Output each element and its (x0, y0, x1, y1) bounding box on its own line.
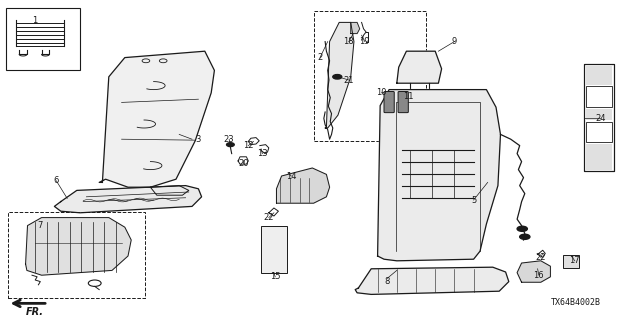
Text: 6: 6 (54, 176, 59, 185)
FancyBboxPatch shape (384, 92, 394, 113)
Text: 18: 18 (344, 37, 354, 46)
Circle shape (520, 234, 530, 239)
Circle shape (333, 75, 342, 79)
Text: 22: 22 (264, 213, 274, 222)
Text: 21: 21 (344, 76, 354, 84)
Polygon shape (351, 22, 360, 34)
Bar (314, 11, 426, 141)
Text: 12: 12 (243, 141, 253, 150)
Bar (586, 86, 612, 107)
Circle shape (227, 143, 234, 147)
Polygon shape (54, 186, 202, 213)
Text: 24: 24 (595, 114, 605, 123)
Text: 9: 9 (452, 37, 457, 46)
Text: 8: 8 (385, 277, 390, 286)
Text: 10: 10 (376, 88, 387, 97)
Text: 15: 15 (270, 272, 280, 281)
Text: 16: 16 (534, 271, 544, 280)
Text: 23: 23 (224, 135, 234, 144)
Polygon shape (397, 51, 442, 83)
Text: 14: 14 (286, 172, 296, 180)
Bar (586, 122, 612, 142)
Text: 13: 13 (257, 149, 268, 158)
Polygon shape (99, 51, 214, 187)
Bar (8, 212, 145, 298)
Bar (261, 226, 287, 273)
Polygon shape (355, 267, 509, 294)
Polygon shape (26, 218, 131, 275)
Text: 5: 5 (471, 196, 476, 204)
Text: 11: 11 (403, 92, 413, 100)
Bar (586, 144, 612, 170)
Text: 7: 7 (38, 221, 43, 230)
Bar (563, 255, 579, 268)
Text: 1: 1 (33, 16, 38, 25)
Circle shape (517, 226, 527, 231)
Text: 22: 22 (536, 253, 546, 262)
Text: 2: 2 (317, 53, 323, 62)
Polygon shape (517, 261, 550, 282)
Bar (584, 64, 614, 171)
Text: 17: 17 (570, 256, 580, 265)
Polygon shape (378, 90, 500, 261)
Text: 3: 3 (196, 135, 201, 144)
Bar (586, 109, 612, 120)
Polygon shape (325, 22, 354, 128)
Polygon shape (276, 168, 330, 203)
Text: FR.: FR. (26, 307, 44, 316)
FancyBboxPatch shape (398, 92, 408, 113)
Polygon shape (150, 186, 189, 195)
Text: TX64B4002B: TX64B4002B (551, 298, 601, 307)
Text: 20: 20 (238, 159, 248, 168)
Bar (6, 8, 80, 70)
Text: 19: 19 (360, 37, 370, 46)
Bar (586, 66, 612, 85)
Bar (584, 64, 614, 171)
